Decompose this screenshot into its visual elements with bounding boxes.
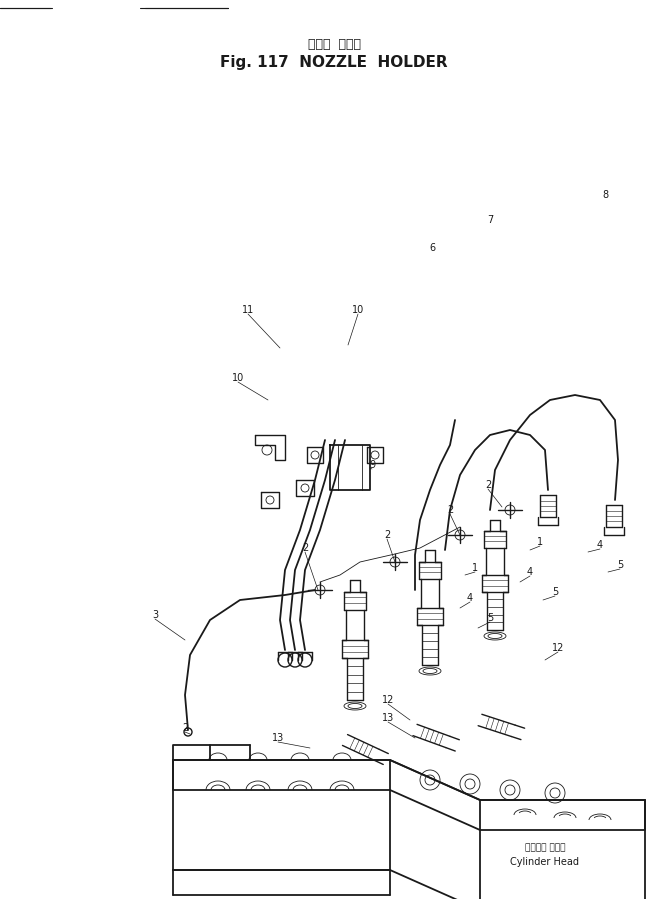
Text: 5: 5 [552,587,558,597]
Text: 11: 11 [242,305,254,315]
Text: 3: 3 [152,610,158,620]
Text: ノズル  ホルダ: ノズル ホルダ [308,39,361,51]
Text: 2: 2 [384,530,390,540]
Text: 13: 13 [382,713,394,723]
Text: 8: 8 [602,190,608,200]
Text: 1: 1 [537,537,543,547]
Text: 12: 12 [552,643,564,653]
Text: 2: 2 [182,723,188,733]
Text: 2: 2 [302,543,308,553]
Text: 7: 7 [487,215,493,225]
Text: 4: 4 [597,540,603,550]
Text: 9: 9 [369,460,375,470]
Text: シリンダ ヘッド: シリンダ ヘッド [524,843,565,852]
Text: 5: 5 [617,560,623,570]
Text: 6: 6 [429,243,435,253]
Text: 2: 2 [447,505,453,515]
Text: Cylinder Head: Cylinder Head [510,857,579,867]
Text: 13: 13 [272,733,284,743]
Text: 1: 1 [472,563,478,573]
Text: Fig. 117  NOZZLE  HOLDER: Fig. 117 NOZZLE HOLDER [220,55,448,69]
Text: 12: 12 [382,695,394,705]
Text: 4: 4 [467,593,473,603]
Text: 4: 4 [527,567,533,577]
Text: 2: 2 [485,480,491,490]
Text: 10: 10 [232,373,244,383]
Text: 5: 5 [487,613,493,623]
Text: 10: 10 [352,305,364,315]
